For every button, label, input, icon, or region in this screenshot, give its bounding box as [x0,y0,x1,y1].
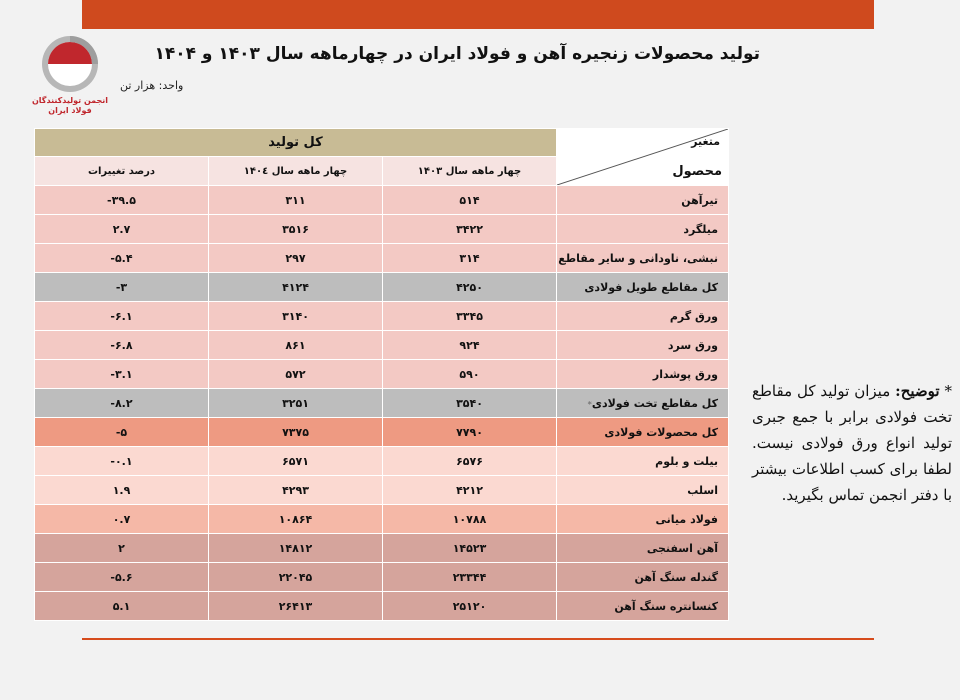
cell-change: -۵ [34,417,209,447]
cell-1403: ۴۲۵۰ [381,272,558,302]
table-row: -۸.۲ ۳۲۵۱ ۳۵۴۰ کل مقاطع تخت فولادی* [34,388,730,418]
cell-product-name: کنسانتره سنگ آهن [556,591,730,621]
production-table: کل تولید متغیر محصول درصد تغییرات چهار م… [33,128,730,621]
cell-change: ۲ [34,533,209,563]
cell-change: -۶.۸ [34,330,209,360]
cell-1403: ۳۴۲۲ [381,214,558,244]
cell-1403: ۴۲۱۲ [381,475,558,505]
cell-1403: ۷۷۹۰ [381,417,558,447]
table-row: -۳۹.۵ ۳۱۱ ۵۱۴ تیرآهن [34,185,730,215]
table-row: ۱.۹ ۴۲۹۳ ۴۲۱۲ اسلب [34,475,730,505]
table-row: ۲.۷ ۳۵۱۶ ۳۴۲۲ میلگرد [34,214,730,244]
cell-change: ۵.۱ [34,591,209,621]
cell-1404: ۴۱۲۴ [208,272,383,302]
cell-1403: ۵۱۴ [381,185,558,215]
cell-change: -۳.۱ [34,359,209,389]
explanation-note: * توضیح: میزان تولید کل مقاطع تخت فولادی… [752,378,952,508]
cell-product-name: اسلب [556,475,730,505]
cell-1404: ۲۹۷ [208,243,383,273]
cell-1404: ۴۲۹۳ [208,475,383,505]
cell-1403: ۱۴۵۲۳ [381,533,558,563]
cell-1404: ۱۰۸۶۴ [208,504,383,534]
logo-text-line1: انجمن تولیدکنندگان [31,96,109,105]
cell-product-name: آهن اسفنجی [556,533,730,563]
corner-variable-label: متغیر [691,135,721,148]
cell-change: -۵.۴ [34,243,209,273]
top-accent-bar [82,0,874,29]
note-star-icon: * [944,382,952,400]
corner-product-label: محصول [672,164,723,179]
table-row: -۶.۱ ۳۱۴۰ ۳۳۴۵ ورق گرم [34,301,730,331]
cell-1404: ۸۶۱ [208,330,383,360]
cell-1403: ۲۵۱۲۰ [381,591,558,621]
cell-1403: ۳۱۴ [381,243,558,273]
cell-1404: ۳۱۴۰ [208,301,383,331]
cell-product-name: گندله سنگ آهن [556,562,730,592]
cell-change: ۰.۷ [34,504,209,534]
cell-1403: ۱۰۷۸۸ [381,504,558,534]
note-marker-icon: * [587,399,592,409]
cell-change: -۵.۶ [34,562,209,592]
table-row: -۶.۸ ۸۶۱ ۹۲۴ ورق سرد [34,330,730,360]
cell-product-name: فولاد میانی [556,504,730,534]
cell-1403: ۹۲۴ [381,330,558,360]
bottom-divider [82,638,874,640]
cell-1404: ۱۴۸۱۲ [208,533,383,563]
cell-change: -۳ [34,272,209,302]
cell-product-name: ورق پوشدار [556,359,730,389]
cell-1404: ۳۲۵۱ [208,388,383,418]
cell-1403: ۳۳۴۵ [381,301,558,331]
cell-1404: ۵۷۲ [208,359,383,389]
cell-change: -۳۹.۵ [34,185,209,215]
cell-product-name: ورق سرد [556,330,730,360]
header-corner: متغیر محصول [556,128,730,186]
table-row: -۵.۴ ۲۹۷ ۳۱۴ نبشی، ناودانی و سایر مقاطع [34,243,730,273]
corner-diagonal [557,129,728,185]
table-row: -۰.۱ ۶۵۷۱ ۶۵۷۶ بیلت و بلوم [34,446,730,476]
cell-product-name: کل مقاطع تخت فولادی* [556,388,730,418]
cell-product-name: ورق گرم [556,301,730,331]
header-change-percent: درصد تغییرات [34,156,209,186]
cell-change: -۶.۱ [34,301,209,331]
association-logo-icon [30,34,110,118]
cell-product-name: تیرآهن [556,185,730,215]
table-row: ۵.۱ ۲۶۴۱۳ ۲۵۱۲۰ کنسانتره سنگ آهن [34,591,730,621]
page-title: تولید محصولات زنجیره آهن و فولاد ایران د… [154,44,761,64]
table-row: -۵ ۷۳۷۵ ۷۷۹۰ کل محصولات فولادی [34,417,730,447]
cell-product-name: بیلت و بلوم [556,446,730,476]
cell-change: ۱.۹ [34,475,209,505]
cell-product-name: میلگرد [556,214,730,244]
cell-1404: ۳۱۱ [208,185,383,215]
cell-1404: ۶۵۷۱ [208,446,383,476]
header-1404: چهار ماهه سال ۱۴۰٤ [208,156,383,186]
note-label: توضیح: [895,382,940,400]
cell-1404: ۳۵۱۶ [208,214,383,244]
cell-change: -۸.۲ [34,388,209,418]
table-row: -۵.۶ ۲۲۰۴۵ ۲۳۳۴۴ گندله سنگ آهن [34,562,730,592]
header-1403: چهار ماهه سال ۱۴۰۳ [381,156,558,186]
cell-1404: ۲۶۴۱۳ [208,591,383,621]
cell-product-name: کل محصولات فولادی [556,417,730,447]
table-row: -۳ ۴۱۲۴ ۴۲۵۰ کل مقاطع طویل فولادی [34,272,730,302]
cell-change: -۰.۱ [34,446,209,476]
cell-product-name: کل مقاطع طویل فولادی [556,272,730,302]
product-name-text: کل مقاطع تخت فولادی [591,396,719,410]
cell-1403: ۲۳۳۴۴ [381,562,558,592]
table-row: ۰.۷ ۱۰۸۶۴ ۱۰۷۸۸ فولاد میانی [34,504,730,534]
unit-label: واحد: هزار تن [120,79,184,92]
header-total-production: کل تولید [33,128,558,157]
cell-change: ۲.۷ [34,214,209,244]
cell-product-name: نبشی، ناودانی و سایر مقاطع [556,243,730,273]
cell-1404: ۷۳۷۵ [208,417,383,447]
cell-1404: ۲۲۰۴۵ [208,562,383,592]
table-row: ۲ ۱۴۸۱۲ ۱۴۵۲۳ آهن اسفنجی [34,533,730,563]
table-row: -۳.۱ ۵۷۲ ۵۹۰ ورق پوشدار [34,359,730,389]
cell-1403: ۳۵۴۰ [381,388,558,418]
note-text: میزان تولید کل مقاطع تخت فولادی برابر با… [752,382,952,504]
logo-text-line2: فولاد ایران [48,106,92,115]
cell-1403: ۵۹۰ [381,359,558,389]
cell-1403: ۶۵۷۶ [381,446,558,476]
